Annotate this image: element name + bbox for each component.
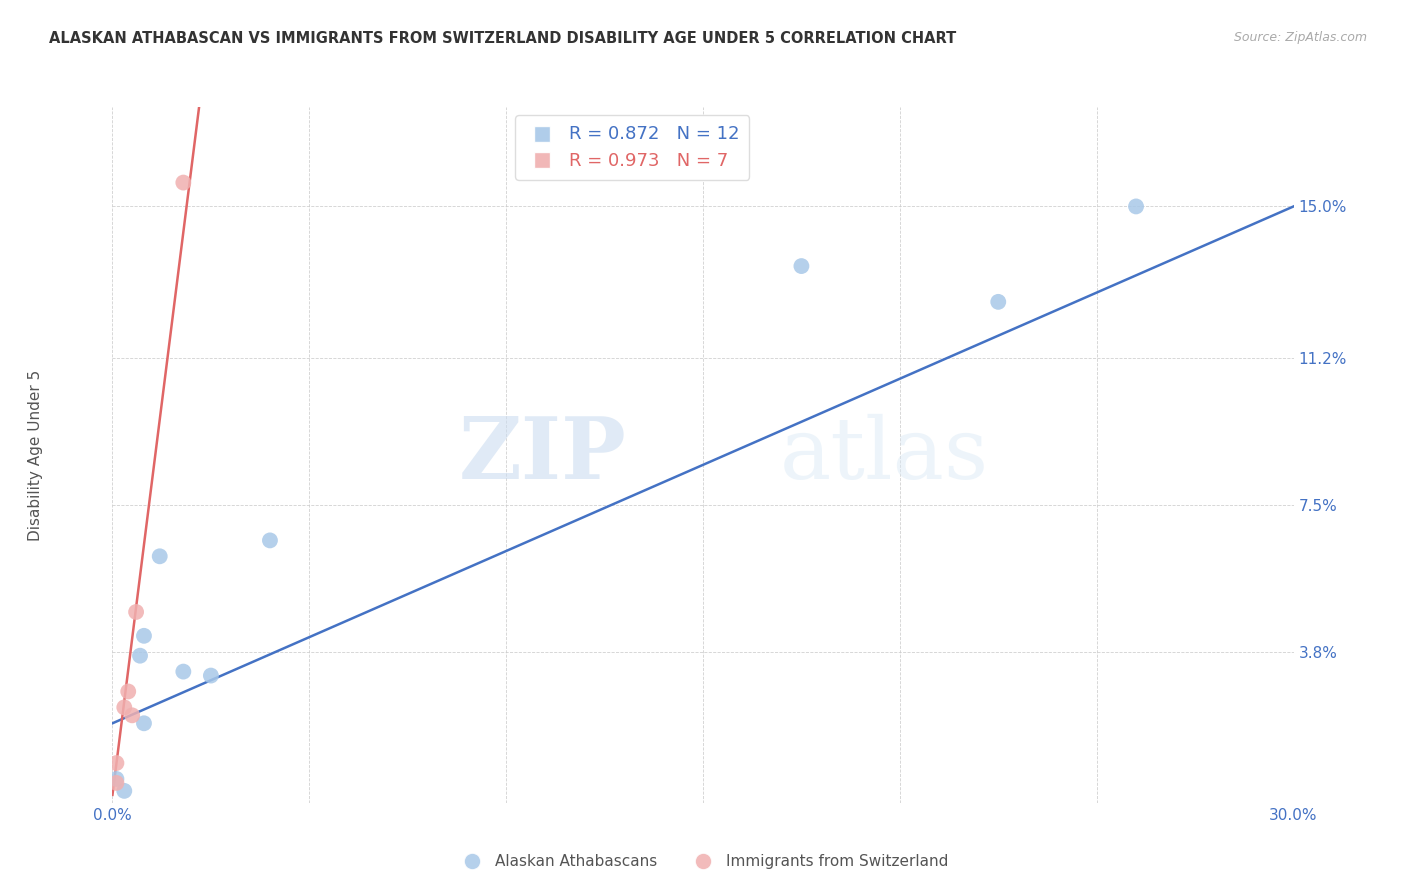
Point <box>112 784 135 798</box>
Point <box>132 716 155 731</box>
Point <box>105 756 128 770</box>
Text: ZIP: ZIP <box>458 413 626 497</box>
Point <box>790 259 813 273</box>
Point <box>112 700 135 714</box>
Point <box>117 684 139 698</box>
Point <box>125 605 148 619</box>
Point <box>987 294 1010 309</box>
Point <box>121 708 143 723</box>
Point <box>172 665 194 679</box>
Point <box>1125 199 1147 213</box>
Text: Source: ZipAtlas.com: Source: ZipAtlas.com <box>1233 31 1367 45</box>
Point <box>149 549 172 564</box>
Point <box>105 776 128 790</box>
Point <box>200 668 222 682</box>
Legend: Alaskan Athabascans, Immigrants from Switzerland: Alaskan Athabascans, Immigrants from Swi… <box>451 848 955 875</box>
Point <box>132 629 155 643</box>
Text: ALASKAN ATHABASCAN VS IMMIGRANTS FROM SWITZERLAND DISABILITY AGE UNDER 5 CORRELA: ALASKAN ATHABASCAN VS IMMIGRANTS FROM SW… <box>49 31 956 46</box>
Y-axis label: Disability Age Under 5: Disability Age Under 5 <box>28 369 44 541</box>
Point <box>172 176 194 190</box>
Point <box>105 772 128 786</box>
Text: atlas: atlas <box>780 413 988 497</box>
Point <box>129 648 152 663</box>
Point <box>259 533 281 548</box>
